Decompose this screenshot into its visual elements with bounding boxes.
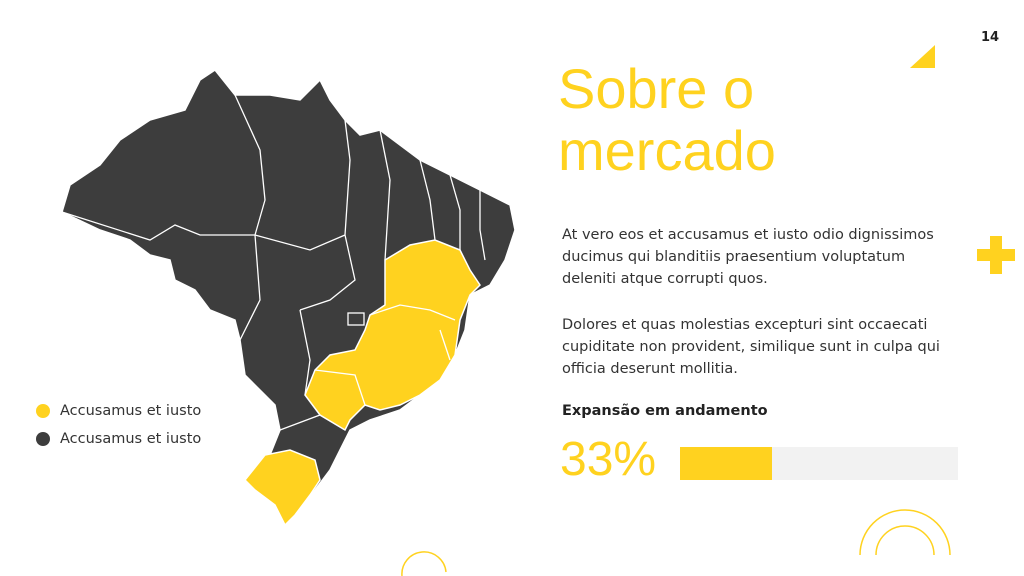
state-borders bbox=[61, 94, 486, 431]
decor-arc bbox=[875, 525, 935, 556]
progress-track bbox=[680, 447, 958, 480]
map bbox=[61, 68, 516, 527]
legend-label: Accusamus et iusto bbox=[60, 403, 202, 419]
page-number: 14 bbox=[980, 30, 1000, 45]
decor-plus bbox=[977, 236, 1015, 274]
slide-title: Sobre o mercado bbox=[558, 57, 776, 182]
paragraph: At vero eos et accusamus et iusto odio d… bbox=[562, 227, 934, 287]
progress-label: Expansão em andamento bbox=[562, 403, 768, 419]
map-region bbox=[243, 449, 321, 527]
legend-item: Accusamus et iusto bbox=[36, 431, 201, 447]
state-borders bbox=[314, 304, 456, 406]
paragraph: Dolores et quas molestias excepturi sint… bbox=[562, 317, 940, 377]
decor-triangle bbox=[910, 45, 935, 68]
legend-item: Accusamus et iusto bbox=[36, 403, 201, 419]
decor-arc bbox=[859, 509, 951, 556]
legend-swatch bbox=[36, 404, 50, 418]
legend-swatch bbox=[36, 432, 50, 446]
map-region bbox=[304, 239, 481, 432]
progress-value: 33% bbox=[560, 433, 657, 486]
decor-arc bbox=[401, 551, 447, 576]
legend-label: Accusamus et iusto bbox=[60, 431, 202, 447]
progress-fill bbox=[680, 447, 772, 480]
